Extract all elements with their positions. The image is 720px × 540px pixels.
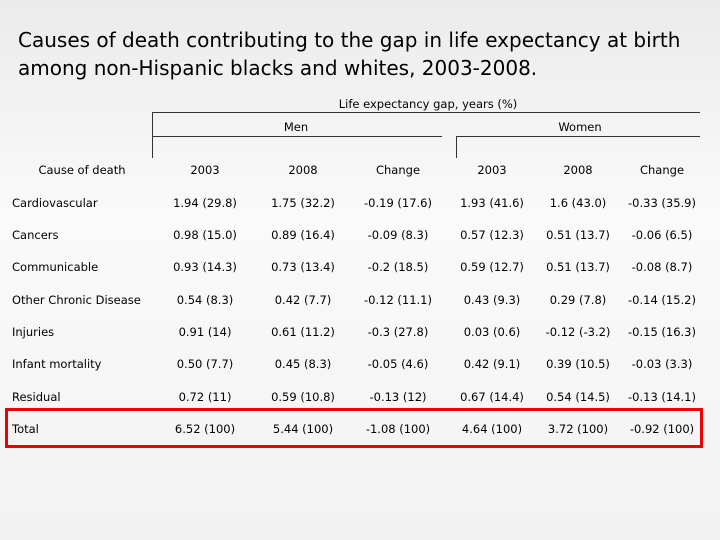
cell: 0.03 (0.6) [463,325,521,339]
rule [152,112,153,158]
group-label: Women [558,120,602,134]
rule [152,112,700,113]
column-header: Change [375,163,421,177]
cell: 0.98 (15.0) [173,228,237,242]
cell: 0.72 (11) [178,390,232,404]
cell: 0.59 (12.7) [460,260,524,274]
cell: 0.50 (7.7) [176,357,234,371]
rule [456,136,700,137]
cell: 0.51 (13.7) [546,260,610,274]
cell: 0.45 (8.3) [274,357,332,371]
group-label: Men [283,120,309,134]
cell: 6.52 (100) [174,422,236,436]
cell: 0.54 (14.5) [546,390,610,404]
cell: 0.73 (13.4) [271,260,335,274]
cell: -0.13 (14.1) [628,390,696,404]
column-header: Cause of death [38,163,126,177]
cell: 1.75 (32.2) [271,196,335,210]
cell: 0.54 (8.3) [176,293,234,307]
cell: -0.92 (100) [629,422,695,436]
highlight-box [5,408,703,448]
cell: 0.29 (7.8) [549,293,607,307]
column-header: 2003 [190,163,220,177]
cell: -0.08 (8.7) [631,260,693,274]
cell: 0.67 (14.4) [460,390,524,404]
cell: 0.43 (9.3) [463,293,521,307]
column-header: 2008 [563,163,593,177]
rule [152,136,442,137]
cell: 0.93 (14.3) [173,260,237,274]
cell: -0.2 (18.5) [367,260,429,274]
cell: -0.14 (15.2) [628,293,696,307]
cell: -0.09 (8.3) [367,228,429,242]
cell: 3.72 (100) [547,422,609,436]
cell: -0.19 (17.6) [364,196,432,210]
cell: -0.12 (11.1) [364,293,432,307]
cell: 0.42 (7.7) [274,293,332,307]
cell: 0.61 (11.2) [271,325,335,339]
cell: 0.42 (9.1) [463,357,521,371]
cell: 0.89 (16.4) [271,228,335,242]
cell: 4.64 (100) [461,422,523,436]
cell: -0.03 (3.3) [631,357,693,371]
cell: 0.39 (10.5) [546,357,610,371]
cell: 1.94 (29.8) [173,196,237,210]
cell: 0.57 (12.3) [460,228,524,242]
rule [456,136,457,158]
group-header: Life expectancy gap, years (%) [338,97,518,111]
column-header: 2003 [477,163,507,177]
cell: -0.12 (-3.2) [545,325,611,339]
cell: 1.93 (41.6) [460,196,524,210]
row-label: Injuries [12,325,55,339]
row-label: Cancers [12,228,59,242]
cell: -1.08 (100) [365,422,431,436]
cell: -0.06 (6.5) [631,228,693,242]
row-label: Residual [12,390,61,404]
row-label: Other Chronic Disease [12,293,141,307]
cell: -0.3 (27.8) [367,325,429,339]
column-header: Change [639,163,685,177]
cell: 0.51 (13.7) [546,228,610,242]
cell: -0.05 (4.6) [367,357,429,371]
cell: -0.13 (12) [369,390,427,404]
cell: 1.6 (43.0) [549,196,607,210]
column-header: 2008 [288,163,318,177]
row-label: Cardiovascular [12,196,98,210]
row-label: Infant mortality [12,357,102,371]
row-label: Communicable [12,260,99,274]
title: Causes of death contributing to the gap … [18,28,681,80]
row-label: Total [12,422,39,436]
cell: 0.59 (10.8) [271,390,335,404]
cell: 5.44 (100) [272,422,334,436]
cell: -0.33 (35.9) [628,196,696,210]
cell: -0.15 (16.3) [628,325,696,339]
cell: 0.91 (14) [178,325,232,339]
